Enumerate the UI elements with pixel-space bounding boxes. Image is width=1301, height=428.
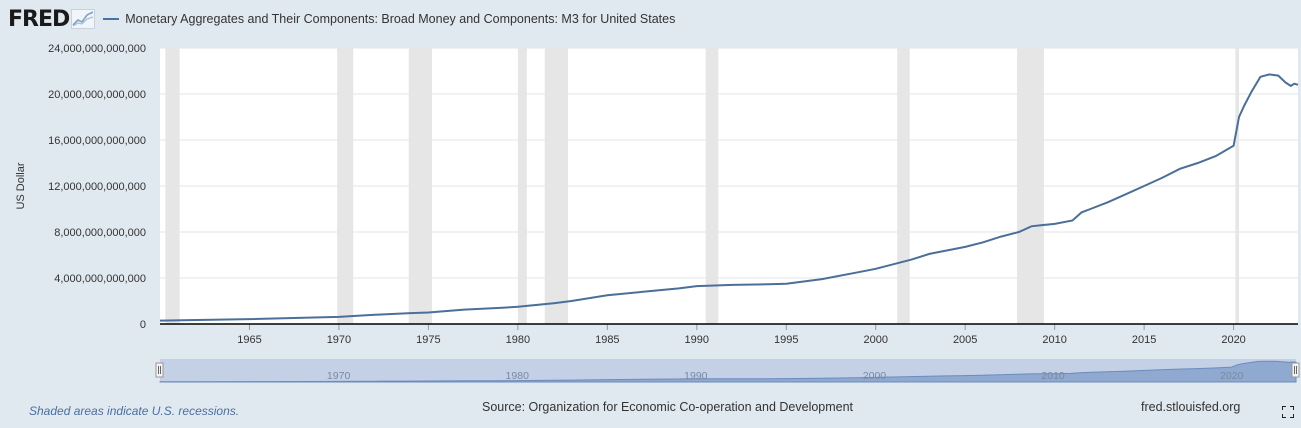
navigator-tick-label: 2000 [863, 370, 887, 382]
source-text: Source: Organization for Economic Co-ope… [482, 400, 854, 414]
chart-title: Monetary Aggregates and Their Components… [125, 12, 676, 26]
x-tick-label: 1995 [774, 334, 798, 346]
navigator-tick-label: 2010 [1041, 370, 1065, 382]
navigator[interactable]: 1970 1980 1990 2000 2010 2020 [155, 359, 1300, 383]
fred-graph-icon [71, 9, 96, 29]
x-tick-label: 1985 [595, 334, 619, 346]
y-tick-label: 20,000,000,000,000 [48, 89, 146, 101]
site-link[interactable]: fred.stlouisfed.org [1141, 400, 1241, 414]
navigator-handle-right[interactable] [1291, 362, 1300, 378]
series-line-m3 [159, 73, 1299, 322]
x-tick-label: 2010 [1042, 334, 1066, 346]
x-tick-label: 1965 [237, 334, 261, 346]
y-tick-label: 4,000,000,000,000 [54, 273, 146, 285]
navigator-series-area [159, 360, 1297, 383]
y-tick-label: 0 [140, 319, 146, 331]
navigator-handle-left[interactable] [155, 362, 164, 378]
x-tick-label: 2005 [953, 334, 977, 346]
recession-note: Shaded areas indicate U.S. recessions. [29, 404, 240, 418]
x-tick-label: 1970 [327, 334, 351, 346]
navigator-tick-label: 1980 [506, 370, 530, 382]
x-tick-label: 2015 [1132, 334, 1156, 346]
legend-line-swatch [103, 18, 120, 20]
navigator-tick-label: 1990 [684, 370, 708, 382]
y-axis-label: US Dollar [15, 162, 27, 209]
x-tick-label: 1975 [416, 334, 440, 346]
x-tick-label: 2020 [1221, 334, 1245, 346]
navigator-tick-label: 1970 [327, 370, 351, 382]
y-tick-label: 12,000,000,000,000 [48, 181, 146, 193]
x-tick-label: 1990 [685, 334, 709, 346]
y-tick-label: 16,000,000,000,000 [48, 135, 146, 147]
y-tick-label: 8,000,000,000,000 [54, 227, 146, 239]
fred-logo[interactable]: FRED [8, 6, 70, 32]
x-tick-label: 2000 [863, 334, 887, 346]
chart-header: FRED Monetary Aggregates and Their Compo… [8, 6, 675, 32]
y-tick-label: 24,000,000,000,000 [48, 43, 146, 55]
navigator-tick-label: 2020 [1220, 370, 1244, 382]
fullscreen-icon[interactable] [1281, 405, 1295, 421]
x-tick-label: 1980 [506, 334, 530, 346]
